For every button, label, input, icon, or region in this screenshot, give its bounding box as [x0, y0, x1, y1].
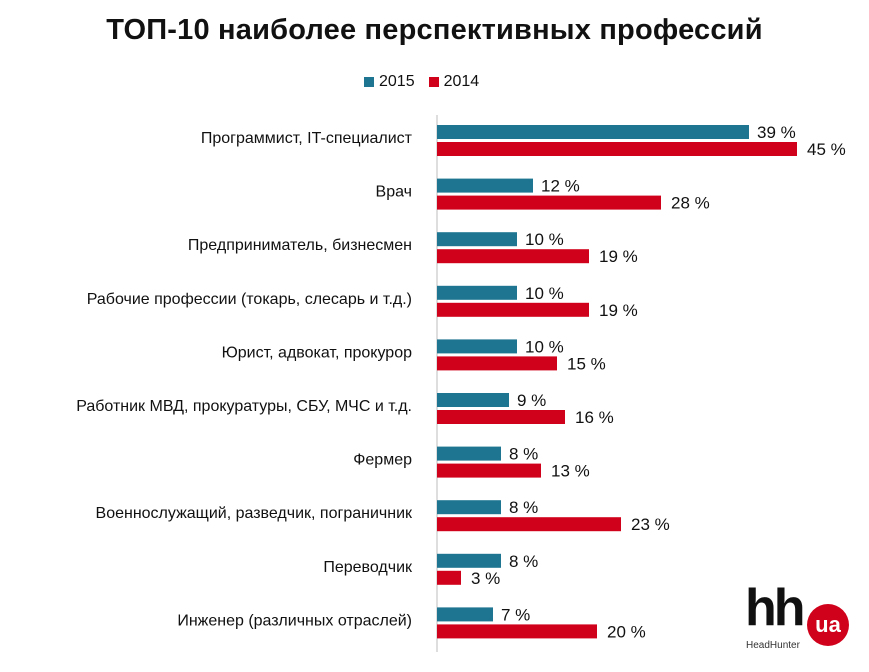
- headhunter-logo: hh ua HeadHunter: [745, 582, 855, 664]
- bar-2015: [437, 125, 749, 139]
- category-label: Военнослужащий, разведчик, пограничник: [96, 505, 413, 522]
- legend-label-2015: 2015: [379, 73, 415, 90]
- legend-item-2015: 2015: [364, 73, 415, 91]
- bar-2014: [437, 624, 597, 639]
- bar-2014: [437, 463, 541, 478]
- value-label-2014: 23 %: [631, 515, 670, 534]
- value-label-2014: 3 %: [471, 569, 500, 588]
- bar-2015: [437, 178, 533, 193]
- value-label-2015: 8 %: [509, 552, 538, 571]
- bar-2015: [437, 339, 517, 354]
- chart-title: ТОП-10 наиболее перспективных профессий: [106, 14, 763, 46]
- bar-2015: [437, 607, 493, 622]
- bar-2015: [437, 232, 517, 247]
- value-label-2015: 8 %: [509, 445, 538, 464]
- value-label-2015: 12 %: [541, 177, 580, 196]
- bar-2014: [437, 410, 565, 424]
- bar-2015: [437, 393, 509, 407]
- category-label: Юрист, адвокат, прокурор: [222, 344, 413, 361]
- category-label: Работник МВД, прокуратуры, СБУ, МЧС и т.…: [76, 398, 412, 415]
- value-label-2015: 7 %: [501, 605, 530, 624]
- value-label-2014: 16 %: [575, 408, 614, 427]
- legend-item-2014: 2014: [428, 73, 480, 91]
- bar-2014: [437, 195, 661, 210]
- bar-2014: [437, 142, 797, 156]
- category-label: Программист, IT-специалист: [201, 130, 413, 147]
- value-label-2014: 19 %: [599, 301, 638, 320]
- bar-2014: [437, 517, 621, 532]
- value-label-2014: 45 %: [807, 140, 846, 159]
- bar-2014: [437, 249, 589, 264]
- value-label-2015: 39 %: [757, 123, 796, 142]
- category-label: Предприниматель, бизнесмен: [188, 237, 412, 254]
- bar-2014: [437, 570, 461, 585]
- category-label: Фермер: [353, 452, 412, 469]
- value-label-2014: 20 %: [607, 622, 646, 641]
- category-label: Инженер (различных отраслей): [177, 612, 412, 629]
- category-label: Врач: [376, 184, 412, 201]
- chart-legend: 2015 2014: [364, 73, 493, 91]
- bar-2015: [437, 500, 501, 515]
- legend-label-2014: 2014: [443, 73, 480, 90]
- bar-2014: [437, 356, 557, 371]
- category-label: Рабочие профессии (токарь, слесарь и т.д…: [87, 291, 412, 308]
- logo-ua-badge: ua: [807, 604, 849, 646]
- value-label-2015: 10 %: [525, 230, 564, 249]
- value-label-2014: 19 %: [599, 247, 638, 266]
- value-label-2014: 13 %: [551, 462, 590, 481]
- value-label-2015: 10 %: [525, 337, 564, 356]
- bar-2015: [437, 553, 501, 568]
- logo-subtitle: HeadHunter: [746, 640, 800, 651]
- value-label-2014: 15 %: [567, 354, 606, 373]
- value-label-2015: 8 %: [509, 498, 538, 517]
- value-label-2015: 9 %: [517, 391, 546, 410]
- legend-swatch-2015: [364, 77, 374, 87]
- bar-2015: [437, 285, 517, 300]
- value-label-2014: 28 %: [671, 194, 710, 213]
- value-label-2015: 10 %: [525, 284, 564, 303]
- bar-2015: [437, 446, 501, 461]
- category-label: Переводчик: [323, 559, 413, 576]
- logo-hh-text: hh: [745, 579, 806, 637]
- bar-2014: [437, 302, 589, 317]
- legend-swatch-2014: [428, 77, 439, 87]
